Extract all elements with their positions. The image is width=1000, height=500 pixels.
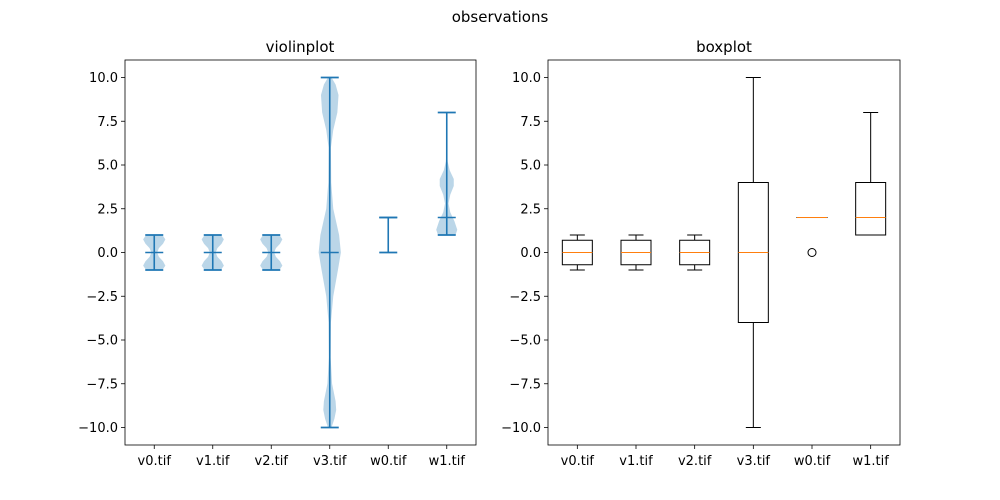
violinplot-axes: violinplot −10.0 −7.5 −5.0 −2.5 0.0 2.5 5.0 7.5… [78, 38, 477, 469]
violin-ytick-label: −10.0 [78, 421, 118, 436]
box-xtick-label: w0.tif [794, 454, 831, 469]
box-ytick-label: −7.5 [509, 377, 541, 392]
box-ytick-label: −2.5 [509, 290, 541, 305]
box-flier [807, 248, 817, 257]
box-xtick-label: v0.tif [561, 454, 595, 469]
violin-ytick-label: −5.0 [86, 334, 118, 349]
violin-xtick-label: v3.tif [313, 454, 347, 469]
violin-ytick-label: −2.5 [86, 290, 118, 305]
box-xtick-label: v3.tif [737, 454, 771, 469]
box-iqr [855, 182, 887, 236]
box-ytick-label: −5.0 [509, 334, 541, 349]
violin-xtick-label: w1.tif [429, 454, 466, 469]
boxplot-title: boxplot [696, 38, 752, 56]
boxplot-axes: boxplot −10.0 −7.5 −5.0 −2.5 0.0 2.5 5.0 7.5 10.… [501, 38, 901, 469]
violinplot-frame [124, 59, 477, 446]
violin-ytick-label: 2.5 [97, 202, 118, 217]
violinplot-title: violinplot [266, 38, 335, 56]
box-ytick-label: 0.0 [520, 246, 541, 261]
violin-ytick-label: 7.5 [97, 115, 118, 130]
box-ytick-label: 7.5 [520, 115, 541, 130]
box-ytick-label: −10.0 [501, 421, 541, 436]
box-ytick-label: 5.0 [520, 159, 541, 174]
violin-xtick-label: w0.tif [370, 454, 407, 469]
box-xtick-label: v1.tif [619, 454, 653, 469]
violin-xtick-label: v2.tif [255, 454, 289, 469]
violin-ytick-label: 5.0 [97, 159, 118, 174]
box-ytick-label: 2.5 [520, 202, 541, 217]
box-xtick-label: v2.tif [678, 454, 712, 469]
violin-xtick-label: v1.tif [196, 454, 230, 469]
violin-ytick-label: 0.0 [97, 246, 118, 261]
figure-title: observations [452, 8, 549, 26]
violin-ytick-label: 10.0 [89, 71, 118, 86]
violin-xtick-label: v0.tif [138, 454, 172, 469]
boxplot-frame [547, 59, 901, 446]
violin-ytick-label: −7.5 [86, 377, 118, 392]
box-ytick-label: 10.0 [512, 71, 541, 86]
box-xtick-label: w1.tif [853, 454, 890, 469]
